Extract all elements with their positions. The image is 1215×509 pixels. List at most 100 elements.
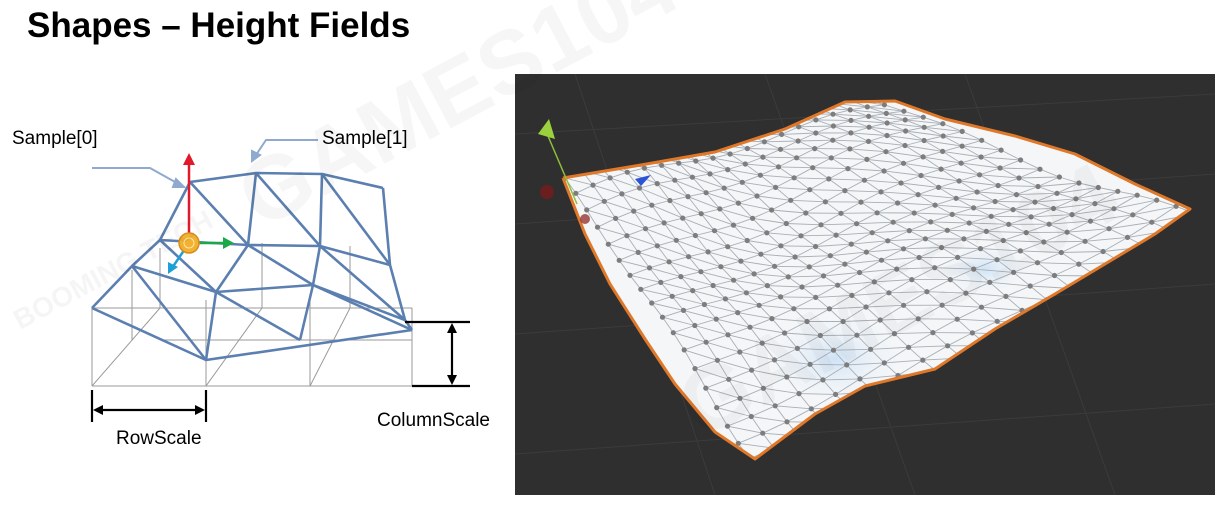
mesh-vertex bbox=[906, 345, 911, 350]
mesh-vertex bbox=[871, 389, 876, 394]
mesh-vertex bbox=[923, 236, 928, 241]
mesh-edge bbox=[582, 164, 599, 171]
mesh-vertex bbox=[1149, 220, 1154, 225]
mesh-vertex bbox=[1028, 283, 1033, 288]
mesh-vertex bbox=[726, 377, 731, 382]
mesh-edge bbox=[1072, 287, 1114, 288]
mesh-vertex bbox=[680, 216, 685, 221]
mesh-edge bbox=[760, 462, 785, 474]
mesh-vertex bbox=[807, 187, 812, 192]
mesh-edge bbox=[841, 213, 877, 214]
mesh-vertex bbox=[784, 374, 789, 379]
mesh-edge bbox=[782, 114, 799, 121]
mesh-vertex bbox=[757, 471, 762, 476]
base-grid bbox=[92, 243, 412, 386]
mesh-vertex bbox=[758, 252, 763, 257]
mesh-vertex bbox=[704, 190, 709, 195]
mesh-vertex bbox=[690, 175, 695, 180]
mesh-vertex bbox=[638, 287, 643, 292]
mesh-vertex bbox=[812, 146, 817, 151]
mesh-edge bbox=[1063, 301, 1088, 313]
mesh-vertex bbox=[849, 242, 854, 247]
mesh-vertex bbox=[813, 130, 818, 135]
mesh-vertex bbox=[884, 133, 889, 138]
mesh-vertex bbox=[1193, 211, 1198, 216]
mesh-vertex bbox=[693, 233, 698, 238]
mesh-vertex bbox=[878, 189, 883, 194]
mesh-edge bbox=[988, 334, 1013, 345]
mesh-vertex bbox=[579, 168, 584, 173]
mesh-vertex bbox=[1051, 206, 1056, 211]
mesh-edge bbox=[781, 297, 816, 298]
mesh-vertex bbox=[676, 161, 681, 166]
mesh-vertex bbox=[667, 198, 672, 203]
mesh-vertex bbox=[712, 142, 717, 147]
mesh-vertex bbox=[916, 192, 921, 197]
mesh-vertex bbox=[1011, 270, 1016, 275]
mesh-vertex bbox=[596, 161, 601, 166]
mesh-vertex bbox=[679, 147, 684, 152]
mesh-vertex bbox=[1061, 310, 1066, 315]
mesh-vertex bbox=[854, 333, 859, 338]
mesh-edge bbox=[995, 202, 1035, 203]
mesh-vertex bbox=[1130, 212, 1135, 217]
mesh-vertex bbox=[624, 233, 629, 238]
mesh-vertex bbox=[960, 144, 965, 149]
mesh-edge bbox=[1139, 256, 1164, 272]
mesh-vertex bbox=[818, 333, 823, 338]
mesh-vertex bbox=[752, 271, 757, 276]
mesh-vertex bbox=[1111, 206, 1116, 211]
mesh-edge bbox=[1196, 214, 1215, 222]
mesh-vertex bbox=[740, 180, 745, 185]
mesh-edge bbox=[748, 128, 765, 135]
mesh-vertex bbox=[909, 384, 914, 389]
mesh-vertex bbox=[884, 400, 889, 405]
mesh-vertex bbox=[895, 200, 900, 205]
mesh-vertex bbox=[659, 163, 664, 168]
mesh-vertex bbox=[662, 220, 667, 225]
mesh-vertex bbox=[1076, 180, 1081, 185]
mesh-vertex bbox=[809, 406, 814, 411]
mesh-vertex bbox=[786, 274, 791, 279]
mesh-vertex bbox=[796, 111, 801, 116]
mesh-vertex bbox=[848, 107, 853, 112]
mesh-vertex bbox=[685, 194, 690, 199]
mesh-vertex bbox=[794, 155, 799, 160]
mesh-vertex bbox=[698, 269, 703, 274]
mesh-edge bbox=[799, 436, 811, 449]
mesh-edge bbox=[1013, 324, 1038, 335]
mesh-vertex bbox=[812, 105, 817, 110]
mesh-vertex bbox=[813, 117, 818, 122]
terrain-mesh bbox=[562, 95, 1215, 476]
mesh-edge bbox=[824, 407, 849, 422]
mesh-vertex bbox=[584, 207, 589, 212]
mesh-vertex bbox=[979, 154, 984, 159]
mesh-vertex bbox=[939, 245, 944, 250]
mesh-vertex bbox=[738, 259, 743, 264]
mesh-vertex bbox=[971, 267, 976, 272]
mesh-vertex bbox=[866, 114, 871, 119]
mesh-vertex bbox=[778, 294, 783, 299]
mesh-vertex bbox=[760, 341, 765, 346]
mesh-edge bbox=[1171, 222, 1215, 230]
mesh-vertex bbox=[961, 236, 966, 241]
mesh-vertex bbox=[884, 111, 889, 116]
mesh-edge bbox=[816, 120, 851, 121]
mesh-vertex bbox=[882, 360, 887, 365]
mesh-vertex bbox=[757, 303, 762, 308]
mesh-vertex bbox=[857, 270, 862, 275]
mesh-vertex bbox=[619, 191, 624, 196]
mesh-vertex bbox=[736, 201, 741, 206]
mesh-edge bbox=[785, 449, 810, 462]
mesh-vertex bbox=[1069, 212, 1074, 217]
mesh-vertex bbox=[862, 95, 867, 100]
mesh-vertex bbox=[723, 296, 728, 301]
mesh-edge bbox=[1146, 247, 1164, 256]
mesh-vertex bbox=[658, 280, 663, 285]
mesh-vertex bbox=[830, 138, 835, 143]
mesh-edge bbox=[1190, 222, 1215, 239]
mesh-vertex bbox=[863, 304, 868, 309]
mesh-edge bbox=[715, 140, 732, 144]
mesh-vertex bbox=[921, 154, 926, 159]
mesh-vertex bbox=[978, 246, 983, 251]
